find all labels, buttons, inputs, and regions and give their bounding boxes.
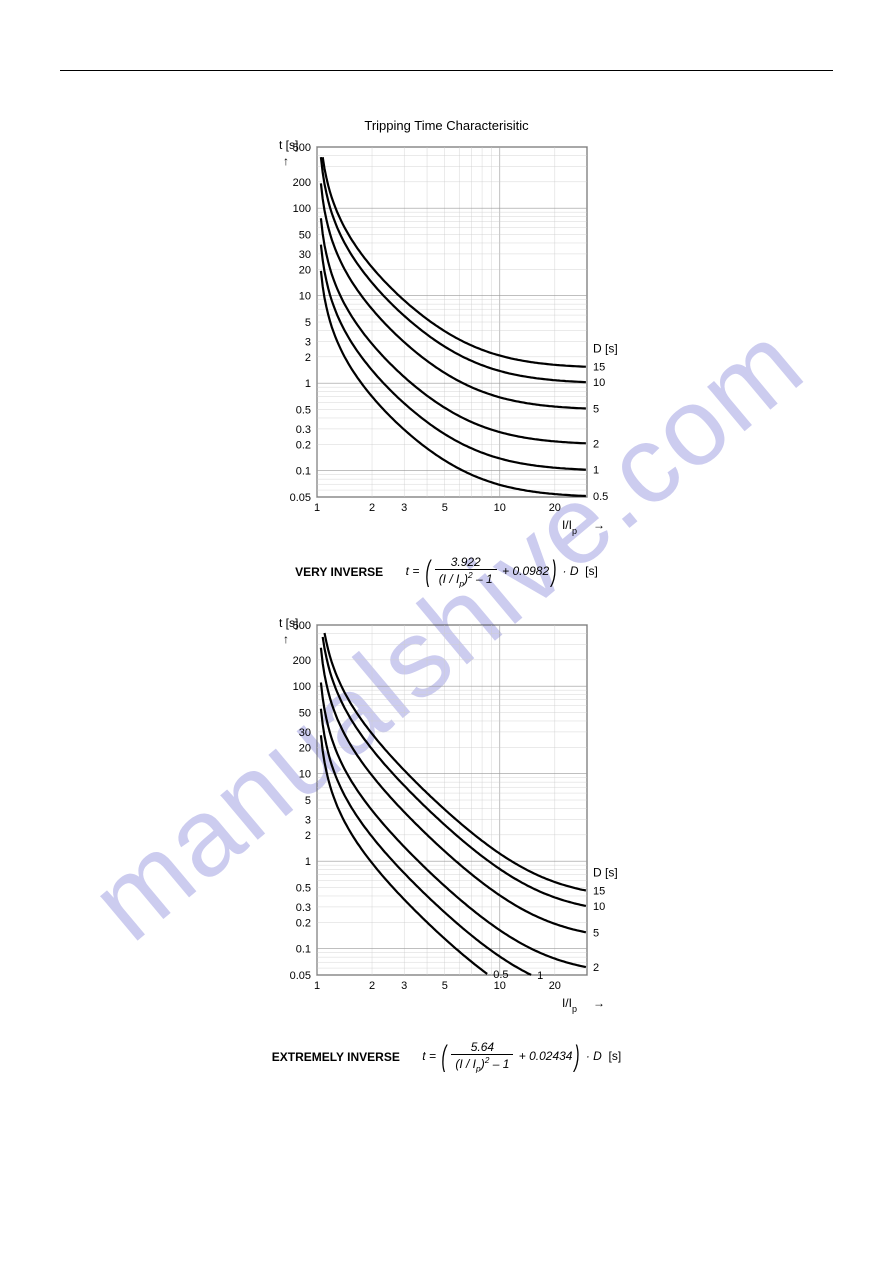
- svg-text:100: 100: [292, 203, 310, 215]
- header-rule: [60, 70, 833, 71]
- svg-text:10: 10: [493, 502, 505, 514]
- chart2-svg: 1 2 3 5 10 20 0.05 0.1 0.2 0.3 0.5 1 2 3 5 10 20 30 50 100 2…: [257, 615, 637, 1015]
- svg-text:10: 10: [298, 291, 310, 303]
- formula2-eq: t = ( 5.64 (I / Ip)2 – 1 + 0.02434) · D …: [422, 1040, 621, 1074]
- svg-text:2: 2: [368, 980, 374, 992]
- svg-text:1: 1: [313, 502, 319, 514]
- svg-text:200: 200: [292, 655, 310, 667]
- svg-text:↑: ↑: [283, 154, 289, 168]
- svg-text:3: 3: [401, 502, 407, 514]
- svg-text:50: 50: [298, 230, 310, 242]
- svg-text:20: 20: [298, 742, 310, 754]
- chart1-svg: 1 2 3 5 10 20 0.05 0.1 0.2 0.3 0.5 1 2 3 5 10 20 30 50 100 2…: [257, 137, 637, 537]
- chart2-wrap: 1 2 3 5 10 20 0.05 0.1 0.2 0.3 0.5 1 2 3 5 10 20 30 50 100 2…: [0, 615, 893, 1015]
- svg-text:2: 2: [304, 352, 310, 364]
- svg-text:t [s]: t [s]: [279, 616, 298, 630]
- formula2-name: EXTREMELY INVERSE: [272, 1050, 400, 1064]
- svg-text:I/Ip: I/Ip: [561, 518, 576, 536]
- svg-text:10: 10: [493, 980, 505, 992]
- svg-text:0.05: 0.05: [289, 492, 310, 504]
- svg-text:20: 20: [548, 980, 560, 992]
- svg-text:1: 1: [313, 980, 319, 992]
- svg-text:200: 200: [292, 177, 310, 189]
- svg-text:3: 3: [401, 980, 407, 992]
- svg-text:→: →: [593, 518, 605, 532]
- svg-text:2: 2: [368, 502, 374, 514]
- svg-text:0.1: 0.1: [295, 944, 310, 956]
- svg-text:30: 30: [298, 727, 310, 739]
- chart1-title: Tripping Time Characterisitic: [0, 118, 893, 133]
- svg-text:10: 10: [298, 769, 310, 781]
- svg-text:0.5: 0.5: [593, 491, 608, 503]
- svg-text:0.5: 0.5: [493, 969, 508, 981]
- svg-text:1: 1: [537, 970, 543, 982]
- svg-text:2: 2: [593, 962, 599, 974]
- svg-text:0.2: 0.2: [295, 439, 310, 451]
- svg-text:2: 2: [304, 830, 310, 842]
- svg-text:10: 10: [593, 377, 605, 389]
- svg-text:I/Ip: I/Ip: [561, 996, 576, 1014]
- svg-text:15: 15: [593, 362, 605, 374]
- svg-text:5: 5: [304, 795, 310, 807]
- svg-text:5: 5: [441, 502, 447, 514]
- svg-text:0.3: 0.3: [295, 424, 310, 436]
- svg-text:50: 50: [298, 708, 310, 720]
- svg-text:100: 100: [292, 681, 310, 693]
- svg-text:0.5: 0.5: [295, 405, 310, 417]
- svg-text:3: 3: [304, 336, 310, 348]
- svg-text:t [s]: t [s]: [279, 138, 298, 152]
- svg-text:0.1: 0.1: [295, 466, 310, 478]
- svg-text:0.2: 0.2: [295, 917, 310, 929]
- svg-text:↑: ↑: [283, 632, 289, 646]
- svg-text:5: 5: [593, 927, 599, 939]
- formula2-row: EXTREMELY INVERSE t = ( 5.64 (I / Ip)2 –…: [0, 1040, 893, 1074]
- svg-text:→: →: [593, 996, 605, 1010]
- svg-text:0.5: 0.5: [295, 883, 310, 895]
- svg-text:0.05: 0.05: [289, 970, 310, 982]
- svg-text:1: 1: [304, 856, 310, 868]
- svg-text:1: 1: [304, 378, 310, 390]
- formula1-eq: t = ( 3.922 (I / Ip)2 – 1 + 0.0982) · D …: [406, 555, 598, 589]
- svg-text:3: 3: [304, 814, 310, 826]
- svg-text:1: 1: [593, 465, 599, 477]
- svg-text:2: 2: [593, 438, 599, 450]
- svg-text:0.3: 0.3: [295, 902, 310, 914]
- svg-text:10: 10: [593, 901, 605, 913]
- formula1-row: VERY INVERSE t = ( 3.922 (I / Ip)2 – 1 +…: [0, 555, 893, 589]
- svg-text:20: 20: [548, 502, 560, 514]
- chart1-wrap: Tripping Time Characterisitic 1 2 3 5 10 20 0.…: [0, 118, 893, 537]
- formula1-name: VERY INVERSE: [295, 565, 383, 579]
- svg-text:D [s]: D [s]: [593, 866, 618, 880]
- svg-text:5: 5: [441, 980, 447, 992]
- svg-text:15: 15: [593, 886, 605, 898]
- svg-text:30: 30: [298, 249, 310, 261]
- svg-text:5: 5: [304, 317, 310, 329]
- svg-text:5: 5: [593, 403, 599, 415]
- svg-text:D [s]: D [s]: [593, 342, 618, 356]
- svg-text:20: 20: [298, 264, 310, 276]
